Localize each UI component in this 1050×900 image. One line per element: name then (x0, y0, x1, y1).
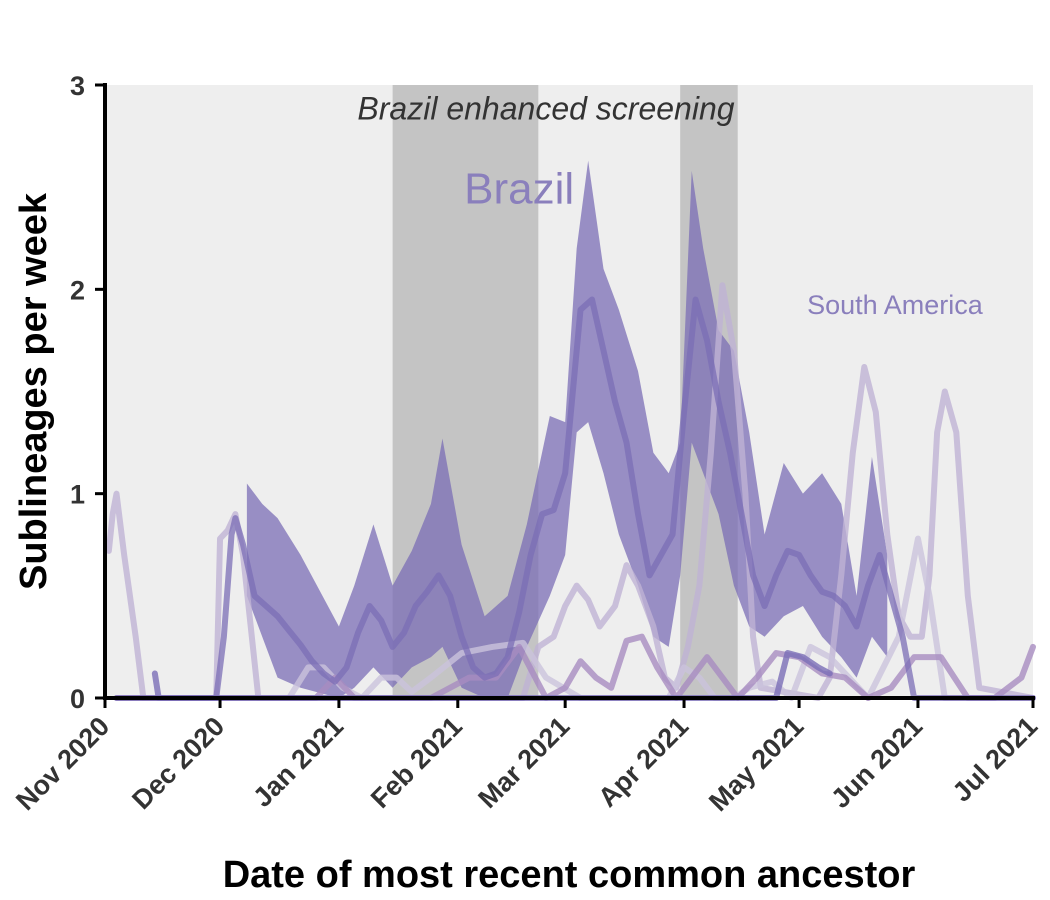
annotation-2: Brazil (464, 165, 574, 214)
x-tick-label: Dec 2020 (126, 711, 230, 815)
x-tick-label: Mar 2021 (472, 711, 575, 814)
x-tick-label: Jun 2021 (825, 711, 928, 814)
x-tick-label: May 2021 (703, 711, 809, 817)
x-axis-label: Date of most recent common ancestor (223, 854, 916, 896)
y-tick-labels: 0 1 2 3 (70, 71, 85, 714)
y-axis-label: Sublineages per week (13, 192, 55, 590)
x-tick-label: Jan 2021 (247, 711, 349, 813)
x-tick-labels: Nov 2020 Dec 2020 Jan 2021 Feb 2021 Mar 2021… (10, 711, 1043, 817)
axes (95, 83, 1035, 708)
series-1-line (113, 296, 1036, 701)
annotation-1: Brazil enhanced screening (357, 91, 734, 127)
x-tick-label: Apr 2021 (592, 711, 694, 813)
y-tick-label: 1 (70, 480, 85, 510)
annotations: Brazil enhanced screening Brazil South Ame… (357, 91, 983, 320)
x-tick-label: Feb 2021 (365, 711, 468, 814)
y-tick-label: 0 (70, 684, 85, 714)
x-tick-label: Jul 2021 (947, 711, 1044, 808)
x-tick-label: Nov 2020 (10, 711, 115, 816)
y-tick-label: 3 (70, 71, 85, 101)
y-tick-label: 2 (70, 275, 85, 305)
annotation-3: South America (807, 290, 984, 320)
